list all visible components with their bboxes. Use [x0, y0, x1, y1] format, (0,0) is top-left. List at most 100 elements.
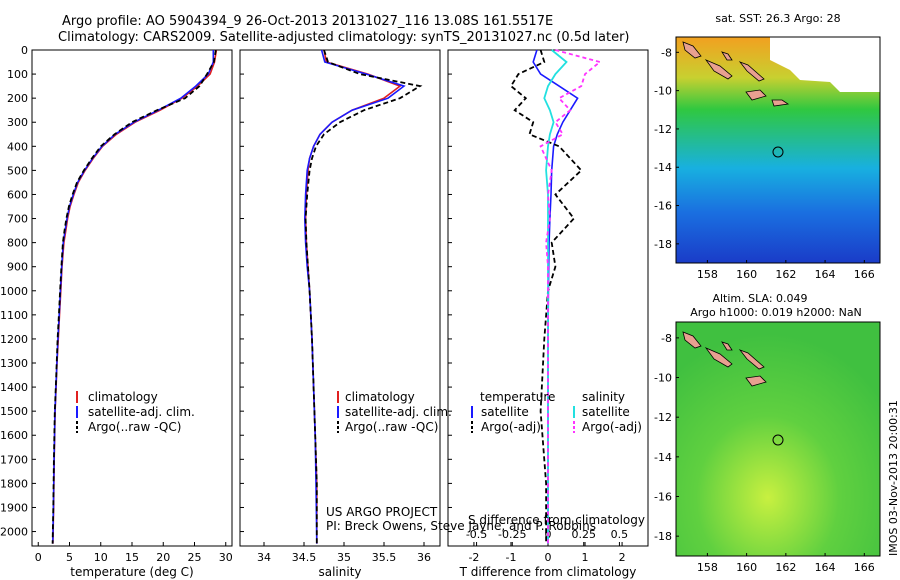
depth-tick-label: 600: [7, 188, 28, 201]
x-tick-label: 35.5: [372, 551, 397, 564]
map-y-tick-label: -10: [654, 85, 672, 98]
x-tick-label: 5: [66, 551, 73, 564]
map-x-tick-label: 166: [854, 268, 875, 281]
sla-map-x-axis: 158 160 162 164 166: [697, 553, 875, 574]
x-tick-label: 0.5: [611, 528, 629, 541]
x-tick-label: -2: [468, 551, 479, 564]
sla-map-title-line1: Altim. SLA: 0.049: [712, 292, 807, 305]
map-x-tick-label: 162: [775, 268, 796, 281]
legend-label-s-satellite: satellite: [582, 405, 630, 419]
map-x-tick-label: 158: [697, 268, 718, 281]
x-tick-label: 25: [188, 551, 202, 564]
legend-label-argo: Argo(..raw -QC): [88, 420, 181, 434]
temperature-x-axis: 0 5 10 15 20 25 30: [35, 542, 233, 564]
depth-axis: 0 100 200 300 400 500 600 700 800 900 1000 1100 1200…: [0, 44, 452, 539]
salinity-legend: climatology satellite-adj. clim. Argo(..…: [337, 390, 452, 434]
map-y-tick-label: -12: [654, 411, 672, 424]
depth-tick-label: 200: [7, 92, 28, 105]
depth-tick-label: 500: [7, 164, 28, 177]
x-tick-label: 10: [94, 551, 108, 564]
x-tick-label: 0: [545, 551, 552, 564]
temperature-argo-line: [51, 49, 217, 544]
sla-map-title-line2: Argo h1000: 0.019 h2000: NaN: [690, 306, 862, 319]
depth-tick-label: 900: [7, 261, 28, 274]
map-y-tick-label: -14: [654, 161, 672, 174]
depth-tick-label: 700: [7, 213, 28, 226]
depth-tick-label: 1200: [0, 333, 28, 346]
map-x-tick-label: 160: [736, 561, 757, 574]
x-tick-label: 20: [156, 551, 170, 564]
depth-tick-label: 800: [7, 237, 28, 250]
x-tick-label: 34: [257, 551, 271, 564]
depth-tick-label: 1000: [0, 285, 28, 298]
salinity-panel-frame: [239, 49, 441, 547]
map-y-tick-label: -8: [661, 332, 672, 345]
temperature-series: [51, 49, 218, 544]
map-y-tick-label: -14: [654, 451, 672, 464]
depth-tick-label: 1900: [0, 501, 28, 514]
depth-tick-label: 0: [21, 44, 28, 57]
project-note-line2: PI: Breck Owens, Steve Jayne, and P. Rob…: [326, 519, 596, 533]
map-x-tick-label: 164: [815, 561, 836, 574]
salinity-climatology-line: [304, 49, 402, 544]
depth-tick-label: 2000: [0, 526, 28, 539]
depth-tick-label: 1700: [0, 453, 28, 466]
s-difference-top-label: S difference from climatology: [468, 513, 645, 527]
legend-label-argo: Argo(..raw -QC): [345, 420, 438, 434]
sst-map-y-axis: -8 -10 -12 -14 -16 -18: [654, 46, 679, 251]
x-tick-label: 35: [337, 551, 351, 564]
temperature-legend: climatology satellite-adj. clim. Argo(..…: [76, 390, 195, 434]
x-tick-label: 0: [35, 551, 42, 564]
legend-label-climatology: climatology: [88, 390, 158, 404]
legend-label-t-satellite: satellite: [481, 405, 529, 419]
map-x-tick-label: 158: [697, 561, 718, 574]
depth-tick-label: 300: [7, 116, 28, 129]
x-tick-label: -0.25: [498, 528, 526, 541]
depth-tick-label: 1600: [0, 429, 28, 442]
sst-islands: [682, 41, 790, 107]
map-y-tick-label: -18: [654, 530, 672, 543]
depth-tick-label: 1100: [0, 309, 28, 322]
depth-tick-label: 1800: [0, 477, 28, 490]
sst-map-title: sat. SST: 26.3 Argo: 28: [715, 12, 840, 25]
x-tick-label: 36: [417, 551, 431, 564]
map-x-tick-label: 160: [736, 268, 757, 281]
sst-map-frame: [675, 36, 881, 264]
map-y-tick-label: -16: [654, 200, 672, 213]
sla-map-field: [676, 322, 880, 556]
x-tick-label: 1: [582, 551, 589, 564]
sla-map: [675, 321, 881, 557]
x-tick-label: 2: [619, 551, 626, 564]
legend-label-satellite: satellite-adj. clim.: [88, 405, 195, 419]
map-x-tick-label: 162: [775, 561, 796, 574]
map-y-tick-label: -18: [654, 238, 672, 251]
timestamp-stamp: IMOS 03-Nov-2013 20:00:31: [887, 400, 900, 556]
plot-title-line1: Argo profile: AO 5904394_9 26-Oct-2013 2…: [62, 14, 554, 29]
diff-temperature-argo-line: [509, 49, 583, 544]
t-difference-x-axis: -2 -1 0 1 2: [468, 542, 626, 564]
legend-label-t-argo: Argo(-adj): [481, 420, 541, 434]
map-y-tick-label: -12: [654, 123, 672, 136]
depth-tick-label: 100: [7, 68, 28, 81]
t-difference-x-label: T difference from climatology: [459, 565, 637, 579]
x-tick-label: 15: [125, 551, 139, 564]
salinity-argo-line: [304, 49, 423, 544]
diff-salinity-argo-line: [539, 49, 602, 544]
map-x-tick-label: 164: [815, 268, 836, 281]
sst-map: [675, 36, 881, 264]
temperature-x-label: temperature (deg C): [70, 565, 193, 579]
float-position-marker: [772, 146, 784, 158]
map-y-tick-label: -8: [661, 46, 672, 59]
sla-islands: [682, 331, 767, 387]
difference-series: [509, 49, 602, 544]
depth-tick-label: 1400: [0, 381, 28, 394]
legend-label-s-argo: Argo(-adj): [582, 420, 642, 434]
plot-title-line2: Climatology: CARS2009. Satellite-adjuste…: [58, 30, 630, 45]
float-position-marker: [772, 434, 784, 446]
legend-label-climatology: climatology: [345, 390, 415, 404]
temperature-climatology-line: [52, 49, 218, 544]
sst-map-x-axis: 158 160 162 164 166: [697, 260, 875, 281]
s-difference-x-axis: -0.5 -0.25 0 0.25 0.5: [466, 528, 628, 546]
project-note-line1: US ARGO PROJECT: [326, 505, 438, 519]
